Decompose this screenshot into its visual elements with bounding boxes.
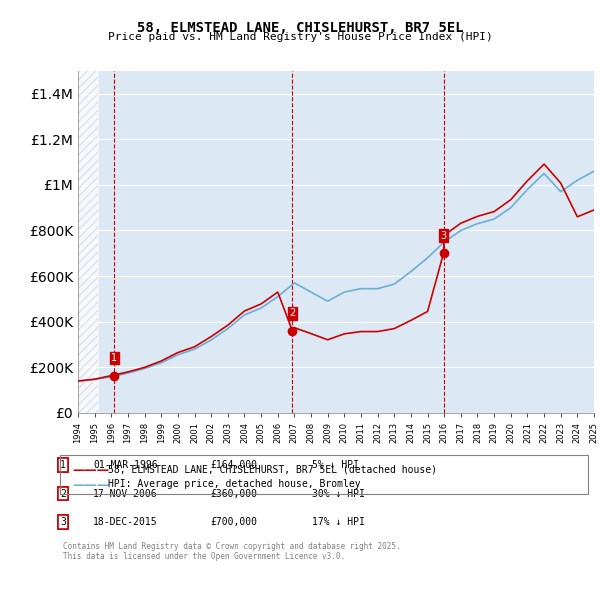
Text: 2: 2 [289, 309, 296, 319]
Text: HPI: Average price, detached house, Bromley: HPI: Average price, detached house, Brom… [108, 479, 361, 489]
Text: ———: ——— [72, 479, 109, 492]
Text: 2: 2 [60, 489, 66, 499]
Text: £360,000: £360,000 [210, 489, 257, 499]
Text: 18-DEC-2015: 18-DEC-2015 [93, 517, 158, 527]
Text: 58, ELMSTEAD LANE, CHISLEHURST, BR7 5EL: 58, ELMSTEAD LANE, CHISLEHURST, BR7 5EL [137, 21, 463, 35]
Text: 17% ↓ HPI: 17% ↓ HPI [312, 517, 365, 527]
Text: 3: 3 [60, 517, 66, 527]
Text: 1: 1 [111, 353, 117, 363]
Text: £700,000: £700,000 [210, 517, 257, 527]
Text: 2: 2 [60, 489, 66, 499]
Text: 30% ↓ HPI: 30% ↓ HPI [312, 489, 365, 499]
Text: 01-MAR-1996: 01-MAR-1996 [93, 460, 158, 470]
Text: 3: 3 [440, 231, 446, 241]
Text: 17-NOV-2006: 17-NOV-2006 [93, 489, 158, 499]
Text: 5% ↓ HPI: 5% ↓ HPI [312, 460, 359, 470]
Text: Contains HM Land Registry data © Crown copyright and database right 2025.
This d: Contains HM Land Registry data © Crown c… [63, 542, 401, 561]
Text: Price paid vs. HM Land Registry's House Price Index (HPI): Price paid vs. HM Land Registry's House … [107, 32, 493, 42]
Text: £164,000: £164,000 [210, 460, 257, 470]
Text: 1: 1 [60, 460, 66, 470]
Bar [78, 71, 98, 413]
Text: 3: 3 [60, 517, 66, 527]
Text: 58, ELMSTEAD LANE, CHISLEHURST, BR7 5EL (detached house): 58, ELMSTEAD LANE, CHISLEHURST, BR7 5EL … [108, 464, 437, 474]
Bar [78, 71, 98, 413]
Text: 1: 1 [60, 460, 66, 470]
Text: ———: ——— [72, 464, 109, 477]
